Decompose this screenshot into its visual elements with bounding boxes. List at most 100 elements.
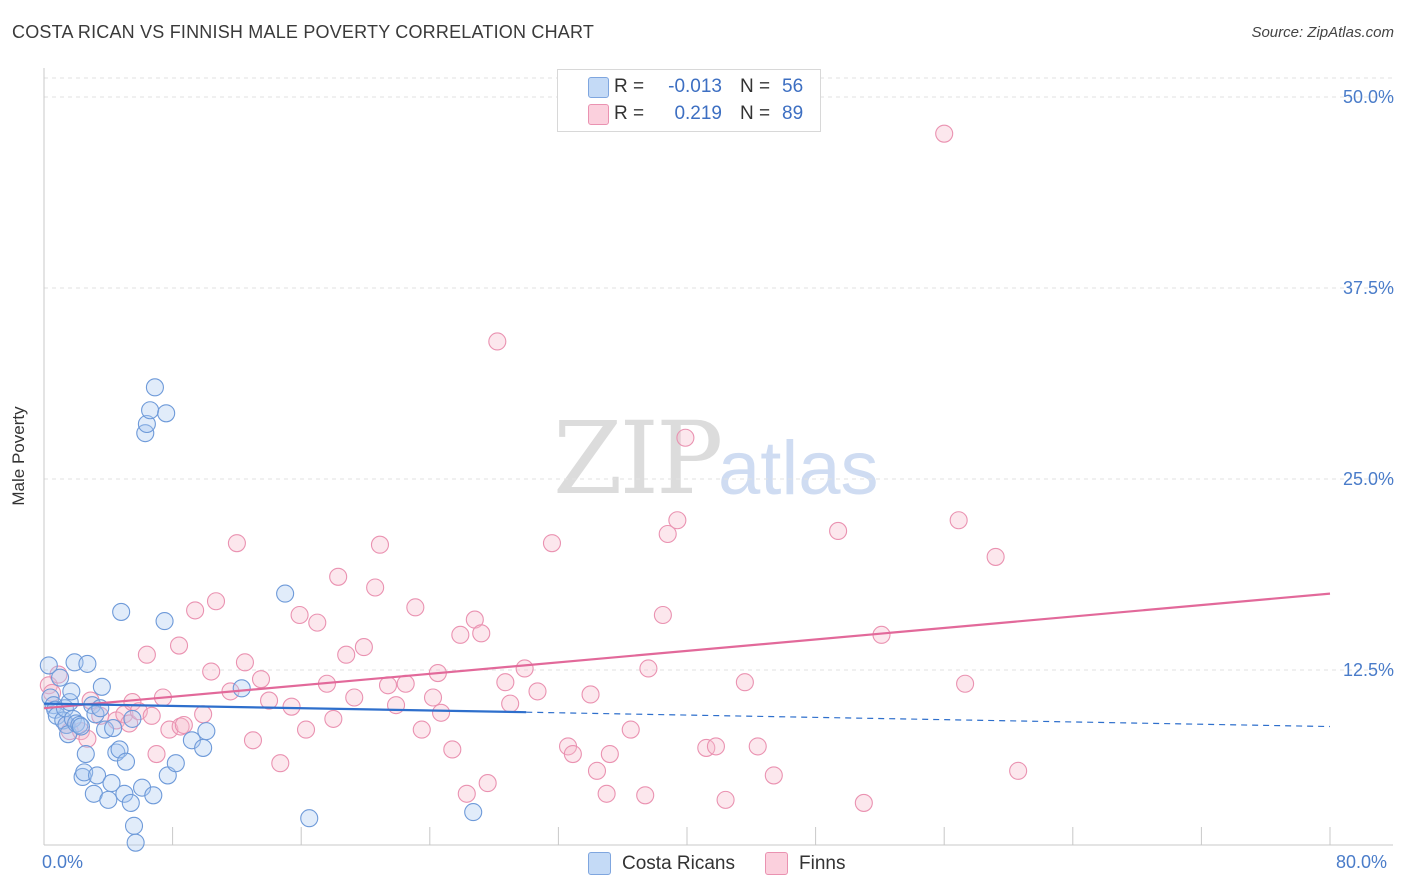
costa-ricans-point xyxy=(141,401,160,420)
legend-r-value: -0.013 xyxy=(668,76,722,97)
costa-ricans-point xyxy=(121,793,140,812)
finns-point xyxy=(142,706,161,725)
costa-ricans-trend-extension xyxy=(526,711,1331,728)
finns-point xyxy=(227,534,246,553)
finns-point xyxy=(597,784,616,803)
finns-point xyxy=(854,793,873,812)
finns-point xyxy=(706,737,725,756)
legend-r-label: R = xyxy=(614,103,645,124)
costa-ricans-point xyxy=(144,786,163,805)
costa-ricans-point xyxy=(166,754,185,773)
finns-point xyxy=(160,720,179,739)
finns-point xyxy=(137,645,156,664)
legend-n-label: N = xyxy=(740,76,771,97)
y-axis-label: Male Poverty xyxy=(9,406,28,506)
finns-point xyxy=(194,705,213,724)
finns-point xyxy=(515,659,534,678)
finns-point xyxy=(329,567,348,586)
finns-point xyxy=(496,673,515,692)
finns-point xyxy=(49,665,68,684)
legend-r-label: R = xyxy=(614,76,645,97)
finns-point xyxy=(171,717,190,736)
costa-ricans-point xyxy=(155,612,174,631)
costa-ricans-point xyxy=(51,668,70,687)
costa-ricans-point xyxy=(107,743,126,762)
finns-point xyxy=(501,694,520,713)
costa-ricans-point xyxy=(78,654,97,673)
costa-ricans-point xyxy=(197,722,216,741)
costa-ricans-point xyxy=(102,774,121,793)
finns-point xyxy=(829,521,848,541)
y-tick-label-25: 25.0% xyxy=(1342,469,1394,489)
finns-point xyxy=(282,697,301,716)
finns-trend-line xyxy=(43,592,1331,710)
finns-point xyxy=(186,601,205,620)
chart-title: COSTA RICAN VS FINNISH MALE POVERTY CORR… xyxy=(12,22,595,42)
finns-point xyxy=(243,731,263,750)
legend-n-label: N = xyxy=(740,103,771,124)
costa-ricans-point xyxy=(71,717,91,736)
finns-point xyxy=(1009,761,1028,780)
finns-point xyxy=(621,720,640,739)
finns-point xyxy=(639,659,658,678)
finns-point xyxy=(202,662,221,681)
x-tick-label-min: 0.0% xyxy=(42,852,84,872)
legend-row-finns: R = 0.219 N = 89 xyxy=(588,102,803,126)
costa-ricans-point xyxy=(112,602,131,621)
costa-ricans-point xyxy=(116,752,136,771)
legend-swatch-blue xyxy=(588,77,609,98)
costa-ricans-point xyxy=(115,784,134,803)
finns-point xyxy=(488,332,507,351)
finns-point xyxy=(337,645,356,664)
costa-ricans-point xyxy=(276,584,295,603)
finns-point xyxy=(396,674,415,693)
bottom-legend-swatch-pink xyxy=(765,852,788,875)
finns-point xyxy=(735,673,754,692)
finns-point xyxy=(324,709,343,728)
finns-point xyxy=(406,598,425,617)
finns-point xyxy=(251,670,271,689)
finns-point xyxy=(697,738,716,757)
finns-point xyxy=(296,720,316,739)
bottom-legend-swatch-blue xyxy=(588,852,611,875)
finns-point xyxy=(986,547,1005,566)
finns-point xyxy=(600,744,619,764)
bottom-legend: Costa Ricans Finns xyxy=(588,852,875,875)
costa-ricans-point xyxy=(194,738,213,757)
finns-point xyxy=(636,786,655,805)
finns-point xyxy=(290,605,309,625)
finns-point xyxy=(935,124,954,143)
costa-ricans-point xyxy=(104,719,123,738)
finns-point xyxy=(764,766,783,785)
finns-point xyxy=(528,682,547,701)
finns-point xyxy=(378,676,398,695)
costa-ricans-point xyxy=(300,809,319,828)
finns-point xyxy=(174,715,193,735)
finns-point xyxy=(457,784,476,803)
y-tick-label-37-5: 37.5% xyxy=(1342,278,1394,298)
costa-ricans-point xyxy=(62,682,81,701)
costa-ricans-point xyxy=(76,744,95,764)
finns-point xyxy=(370,535,390,554)
finns-point xyxy=(748,737,767,756)
finns-point xyxy=(949,511,968,530)
watermark-zip: ZIP xyxy=(553,400,723,517)
bottom-legend-label: Finns xyxy=(799,852,846,874)
finns-point xyxy=(956,674,975,693)
costa-ricans-point xyxy=(464,803,483,822)
costa-ricans-trend-line xyxy=(43,702,527,714)
costa-ricans-point xyxy=(39,656,58,675)
costa-ricans-point xyxy=(123,709,142,728)
costa-ricans-point xyxy=(157,404,176,423)
legend-swatch-pink xyxy=(588,104,609,125)
y-tick-label-12-5: 12.5% xyxy=(1342,660,1394,680)
finns-point xyxy=(472,624,491,643)
finns-point xyxy=(169,636,189,655)
costa-ricans-point xyxy=(126,833,145,852)
source-label: Source: ZipAtlas.com xyxy=(1251,24,1394,41)
finns-point xyxy=(668,511,687,530)
finns-point xyxy=(423,688,443,707)
finns-point xyxy=(206,592,226,611)
costa-ricans-point xyxy=(232,679,251,698)
finns-point xyxy=(587,761,607,780)
